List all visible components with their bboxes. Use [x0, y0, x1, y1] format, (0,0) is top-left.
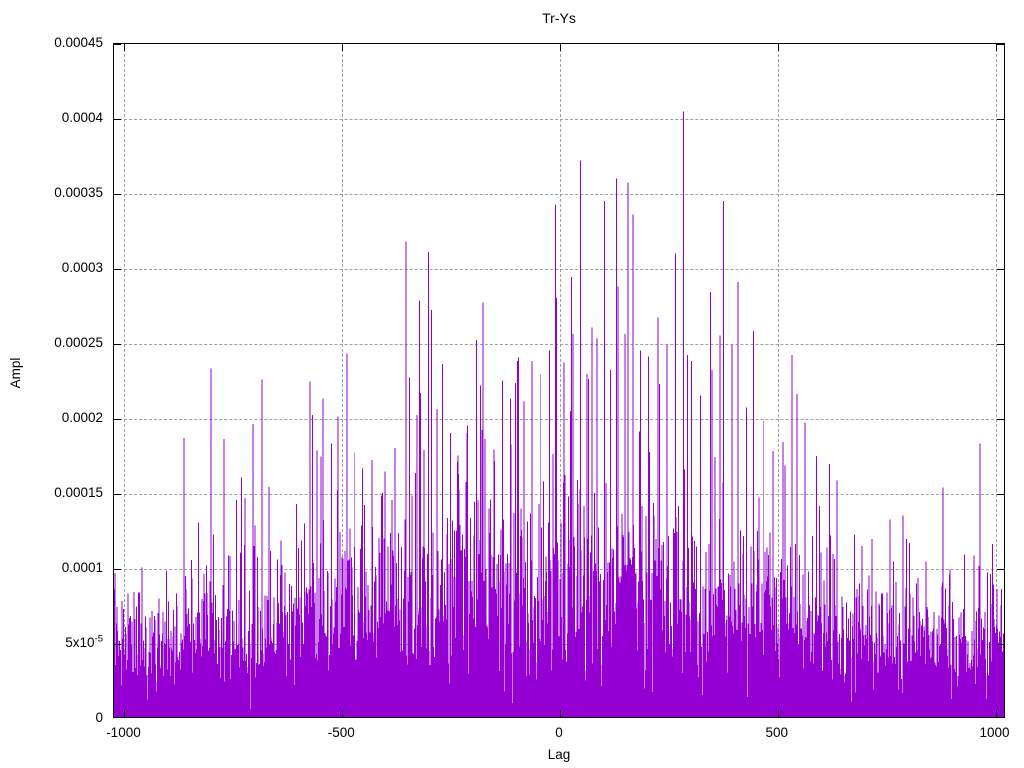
gridline-vertical	[560, 44, 561, 717]
y-tick-mark	[114, 644, 121, 645]
y-tick-label: 0.0001	[61, 560, 103, 575]
x-tick-label: -500	[327, 725, 355, 740]
x-tick-mark	[777, 710, 779, 717]
x-tick-label: 500	[765, 725, 789, 740]
x-axis-title: Lag	[547, 747, 571, 762]
y-tick-mark	[114, 494, 121, 495]
plot-area	[113, 43, 1005, 718]
x-tick-mark	[560, 44, 561, 51]
x-tick-label: -1000	[106, 725, 141, 740]
y-tick-mark	[114, 119, 121, 120]
y-tick-mark	[997, 644, 1004, 645]
x-tick-mark	[560, 710, 561, 717]
y-tick-mark	[997, 494, 1004, 495]
x-tick-mark	[995, 710, 997, 717]
y-tick-label: 0.00015	[54, 485, 103, 500]
gridline-vertical	[777, 44, 779, 717]
x-tick-mark	[124, 44, 126, 51]
x-tick-mark	[995, 44, 997, 51]
x-tick-label: 0	[555, 725, 563, 740]
y-tick-mark	[997, 419, 1004, 420]
y-tick-mark	[114, 44, 121, 45]
y-tick-label: 0.00035	[54, 185, 103, 200]
y-tick-mark	[114, 344, 121, 345]
x-tick-label: 1000	[979, 725, 1010, 740]
gridline-horizontal	[114, 569, 1004, 570]
y-tick-mark	[114, 569, 121, 570]
x-tick-mark	[124, 710, 126, 717]
y-tick-mark	[997, 194, 1004, 195]
gridline-horizontal	[114, 419, 1004, 420]
y-tick-label: 0.0004	[61, 110, 103, 125]
y-tick-label: 0.0003	[61, 260, 103, 275]
gridline-horizontal	[114, 194, 1004, 195]
grid-layer	[114, 44, 1004, 717]
y-tick-label: 0	[95, 710, 103, 725]
gridline-horizontal	[114, 119, 1004, 120]
y-tick-mark	[997, 569, 1004, 570]
y-tick-mark	[997, 44, 1004, 45]
gridline-vertical	[342, 44, 344, 717]
x-tick-mark	[342, 44, 344, 51]
y-tick-mark	[114, 194, 121, 195]
gridline-vertical	[124, 44, 126, 717]
y-tick-mark	[997, 344, 1004, 345]
x-tick-mark	[342, 710, 344, 717]
gridline-vertical	[995, 44, 997, 717]
y-tick-mark	[114, 269, 121, 270]
chart-title: Tr-Ys	[0, 9, 1024, 27]
y-tick-label: 0.0002	[61, 410, 103, 425]
impulse-series	[114, 111, 1004, 717]
y-tick-label: 0.00025	[54, 335, 103, 350]
x-tick-mark	[777, 44, 779, 51]
y-tick-mark	[114, 419, 121, 420]
y-tick-mark	[997, 119, 1004, 120]
y-tick-mark	[997, 269, 1004, 270]
chart-title-text: Tr-Ys	[542, 10, 576, 26]
y-axis-title: Ampl	[8, 357, 23, 389]
gridline-horizontal	[114, 344, 1004, 345]
tick-marks	[114, 44, 1004, 717]
y-tick-label: 0.00045	[54, 35, 103, 50]
gridline-horizontal	[114, 494, 1004, 495]
y-tick-label: 5x10-5	[65, 633, 103, 650]
gridline-horizontal	[114, 269, 1004, 270]
